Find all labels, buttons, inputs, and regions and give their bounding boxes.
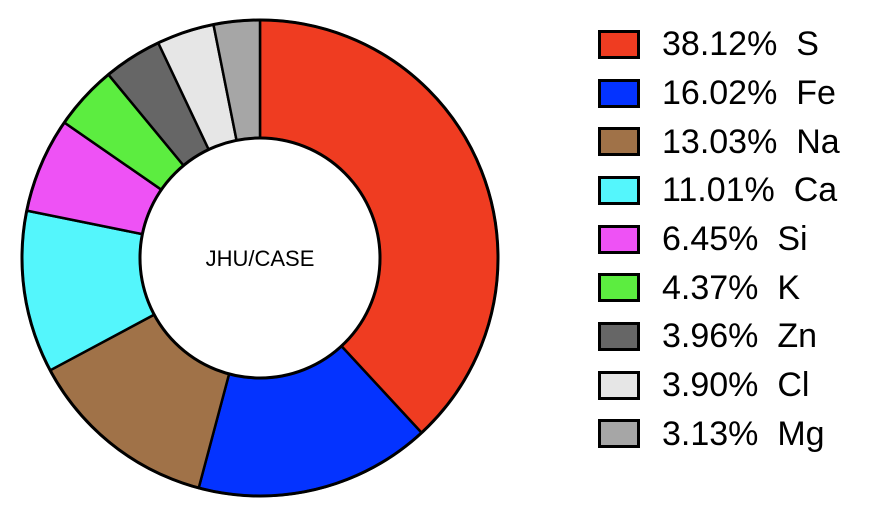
legend-percent: 16.02%	[662, 74, 778, 113]
legend-label: 3.13% Mg	[662, 417, 825, 451]
legend-element: K	[777, 268, 800, 307]
legend-item-k: 4.37% K	[598, 263, 840, 312]
legend-element: Zn	[777, 317, 817, 356]
legend: 38.12% S 16.02% Fe 13.03% Na 11.01% Ca 6.45%…	[598, 20, 840, 458]
legend-element: S	[796, 25, 819, 64]
legend-element: Ca	[793, 171, 838, 210]
legend-item-na: 13.03% Na	[598, 117, 840, 166]
legend-swatch	[598, 370, 640, 400]
legend-swatch	[598, 175, 640, 205]
donut-chart: JHU/CASE	[20, 18, 500, 498]
legend-percent: 3.13%	[662, 414, 759, 453]
legend-element: Mg	[777, 414, 825, 453]
legend-label: 6.45% Si	[662, 222, 808, 256]
legend-swatch	[598, 321, 640, 351]
legend-label: 4.37% K	[662, 271, 800, 305]
legend-percent: 3.96%	[662, 317, 759, 356]
legend-swatch	[598, 419, 640, 449]
donut-hole	[138, 136, 382, 380]
legend-swatch	[598, 29, 640, 59]
donut-outline	[20, 18, 500, 498]
legend-percent: 3.90%	[662, 366, 759, 405]
legend-item-fe: 16.02% Fe	[598, 69, 840, 118]
legend-item-si: 6.45% Si	[598, 215, 840, 264]
legend-item-mg: 3.13% Mg	[598, 410, 840, 459]
legend-label: 16.02% Fe	[662, 76, 836, 110]
legend-label: 38.12% S	[662, 27, 819, 61]
legend-element: Si	[777, 220, 808, 259]
center-label: JHU/CASE	[206, 246, 315, 271]
legend-swatch	[598, 127, 640, 157]
legend-percent: 13.03%	[662, 122, 778, 161]
legend-swatch	[598, 78, 640, 108]
legend-item-s: 38.12% S	[598, 20, 840, 69]
legend-element: Cl	[777, 366, 810, 405]
legend-label: 11.01% Ca	[662, 173, 837, 207]
legend-percent: 38.12%	[662, 25, 778, 64]
legend-label: 13.03% Na	[662, 125, 840, 159]
legend-percent: 6.45%	[662, 220, 759, 259]
legend-swatch	[598, 273, 640, 303]
legend-swatch	[598, 224, 640, 254]
legend-element: Na	[796, 122, 840, 161]
legend-item-zn: 3.96% Zn	[598, 312, 840, 361]
legend-percent: 11.01%	[662, 171, 775, 210]
legend-label: 3.90% Cl	[662, 368, 809, 402]
legend-item-cl: 3.90% Cl	[598, 361, 840, 410]
legend-percent: 4.37%	[662, 268, 759, 307]
legend-item-ca: 11.01% Ca	[598, 166, 840, 215]
donut-slices	[20, 18, 500, 498]
legend-label: 3.96% Zn	[662, 319, 817, 353]
legend-element: Fe	[796, 74, 836, 113]
